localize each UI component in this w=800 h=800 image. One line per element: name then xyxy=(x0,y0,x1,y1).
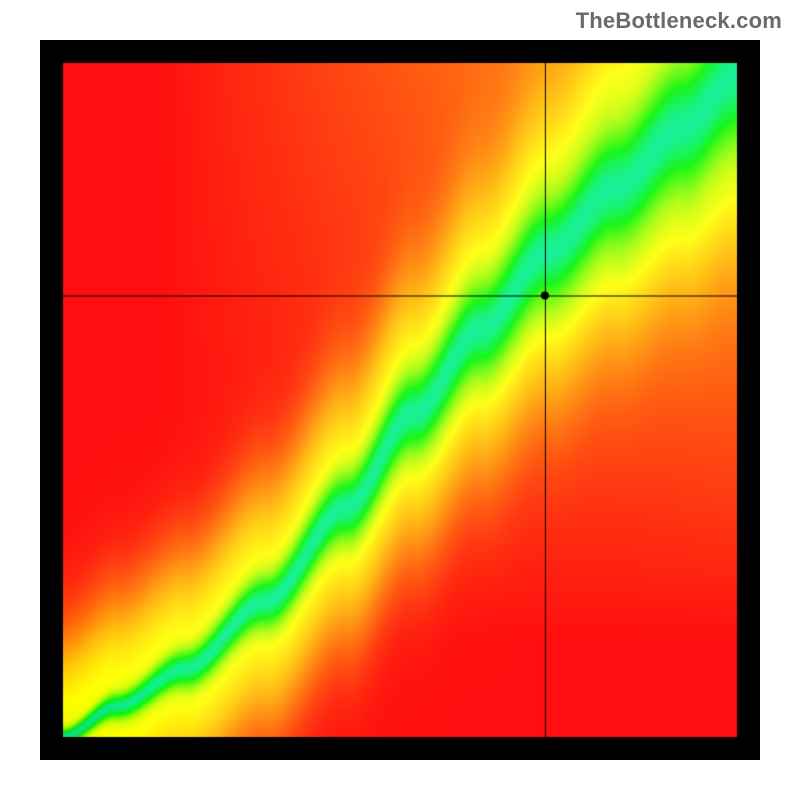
watermark: TheBottleneck.com xyxy=(576,8,782,34)
heatmap-plot xyxy=(40,40,760,760)
